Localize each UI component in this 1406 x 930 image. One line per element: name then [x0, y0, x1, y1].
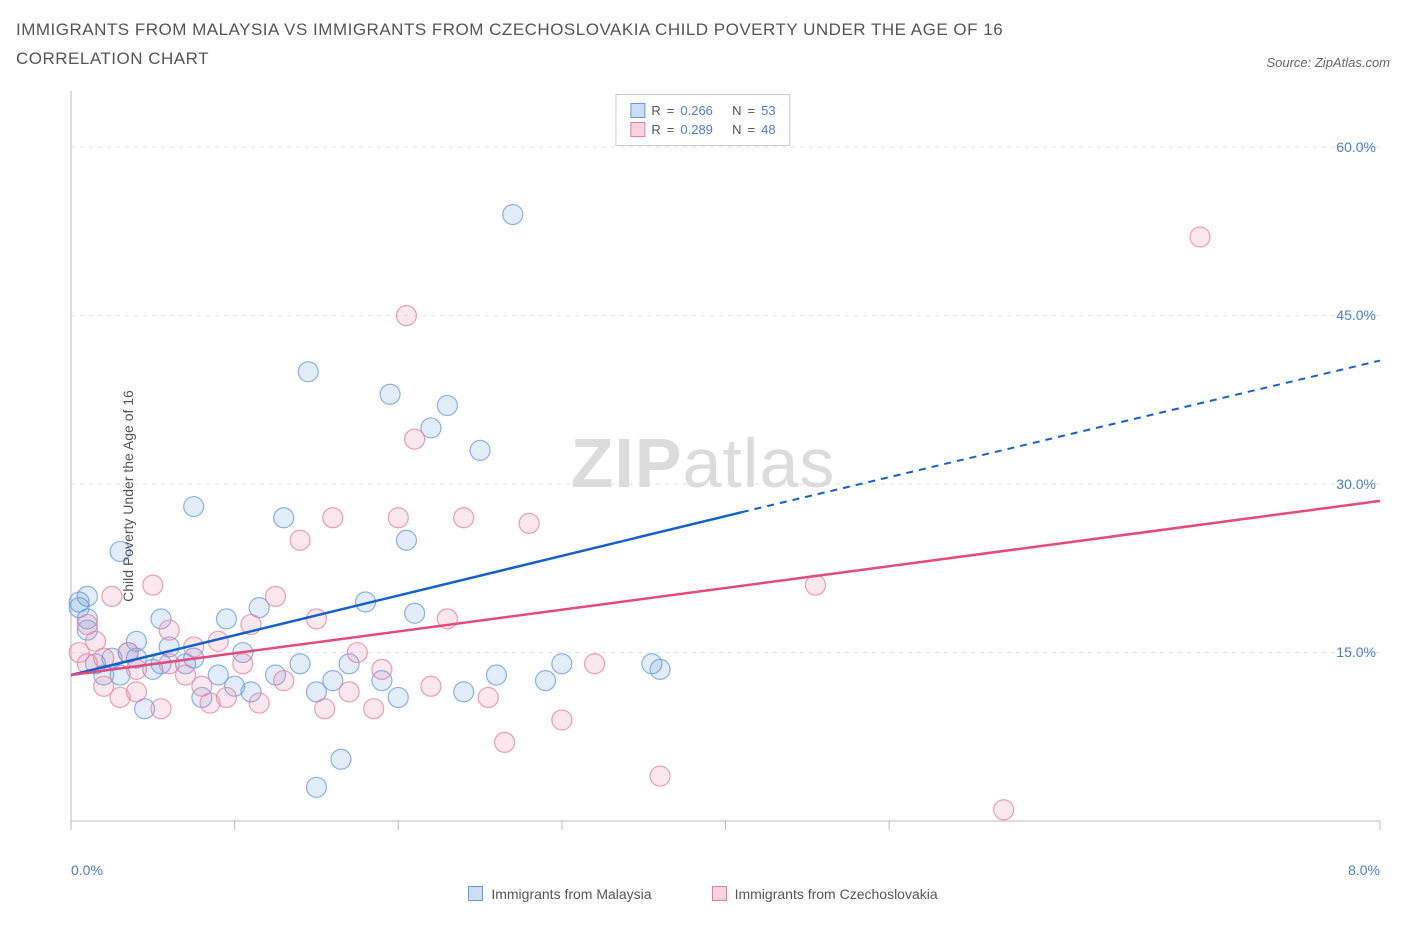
swatch-blue-bottom: [468, 886, 483, 901]
chart-title: IMMIGRANTS FROM MALAYSIA VS IMMIGRANTS F…: [16, 16, 1116, 74]
y-tick-label: 60.0%: [1336, 139, 1376, 155]
x-min-label: 0.0%: [71, 862, 103, 878]
swatch-blue: [630, 103, 645, 118]
source-attribution: Source: ZipAtlas.com: [1266, 55, 1390, 74]
legend-row-series-a: R = 0.266 N = 53: [630, 101, 775, 120]
y-tick-label: 15.0%: [1336, 644, 1376, 660]
legend-item-b: Immigrants from Czechoslovakia: [712, 886, 938, 902]
y-tick-label: 45.0%: [1336, 307, 1376, 323]
legend-item-a: Immigrants from Malaysia: [468, 886, 651, 902]
scatter-plot: [16, 86, 1390, 846]
x-max-label: 8.0%: [1348, 862, 1380, 878]
x-axis-labels: 0.0% 8.0%: [71, 862, 1380, 878]
chart-header: IMMIGRANTS FROM MALAYSIA VS IMMIGRANTS F…: [16, 16, 1390, 74]
legend-row-series-b: R = 0.289 N = 48: [630, 120, 775, 139]
y-axis-label: Child Poverty Under the Age of 16: [120, 390, 136, 602]
series-legend: Immigrants from Malaysia Immigrants from…: [16, 886, 1390, 902]
chart-container: Child Poverty Under the Age of 16 ZIPatl…: [16, 86, 1390, 906]
correlation-legend: R = 0.266 N = 53 R = 0.289 N = 48: [615, 94, 790, 146]
y-tick-label: 30.0%: [1336, 476, 1376, 492]
swatch-pink: [630, 122, 645, 137]
swatch-pink-bottom: [712, 886, 727, 901]
